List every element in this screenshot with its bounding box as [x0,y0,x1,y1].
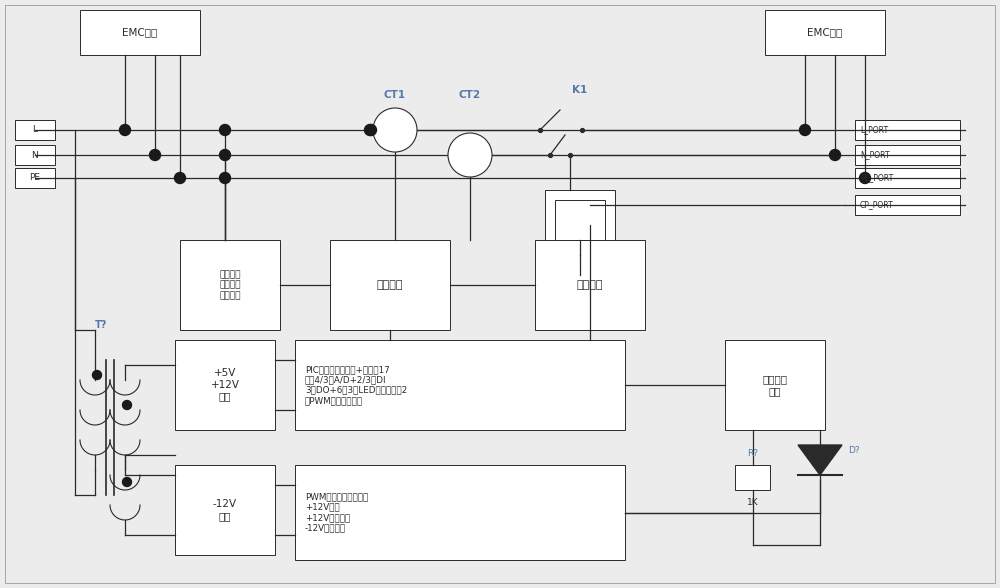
Bar [855,145,960,165]
Circle shape [364,125,376,135]
Circle shape [830,149,840,161]
Circle shape [448,133,492,177]
Text: PE: PE [30,173,40,182]
Bar [15,120,55,140]
Text: T?: T? [95,320,107,330]
Circle shape [150,149,160,161]
Circle shape [365,125,376,135]
Bar [545,190,615,255]
Text: PIC控制单元（输入+输出共17
路）4/3路A/D+2/3路DI
3路DO+6路3个LED双色灯控制2
路PWM脉冲输出控制: PIC控制单元（输入+输出共17 路）4/3路A/D+2/3路DI 3路DO+6… [305,365,407,405]
Circle shape [120,125,130,135]
Bar [175,465,275,555]
Circle shape [373,108,417,152]
Text: L_PORT: L_PORT [860,125,888,135]
Bar [180,240,280,330]
Circle shape [860,172,870,183]
Circle shape [122,477,132,486]
Text: +5V
+12V
电源: +5V +12V 电源 [210,369,240,402]
Circle shape [92,370,102,379]
Text: EMC防护: EMC防护 [807,28,843,38]
Bar [735,465,770,490]
Text: K1: K1 [572,85,588,95]
Polygon shape [798,445,842,475]
Text: 1K: 1K [747,497,758,506]
Text: EMC防护: EMC防护 [122,28,158,38]
Text: CT2: CT2 [459,90,481,100]
Text: -12V
电源: -12V 电源 [213,499,237,521]
Text: PWM防抱死区控制电路
+12V电平
+12V脉冲形成
-12V脉冲形成: PWM防抱死区控制电路 +12V电平 +12V脉冲形成 -12V脉冲形成 [305,492,368,533]
Circle shape [800,125,810,135]
Text: D?: D? [848,446,860,455]
Bar [330,240,450,330]
Text: L: L [32,125,38,135]
Text: CP_PORT: CP_PORT [860,201,894,209]
Text: 功率驱动: 功率驱动 [577,280,603,290]
Text: 接地检测
火零错相
漏电自检: 接地检测 火零错相 漏电自检 [219,270,241,300]
Circle shape [220,149,230,161]
Bar [80,10,200,55]
Bar [295,465,625,560]
Text: N_PORT: N_PORT [860,151,890,159]
Bar [175,340,275,430]
Text: PE_PORT: PE_PORT [860,173,893,182]
Bar [855,195,960,215]
Bar [555,200,605,240]
Bar [725,340,825,430]
Bar [295,340,625,430]
Text: N: N [32,151,38,159]
Bar [535,240,645,330]
Text: CT1: CT1 [384,90,406,100]
Text: 信号调理: 信号调理 [377,280,403,290]
Circle shape [175,172,186,183]
Circle shape [220,125,230,135]
Circle shape [122,400,132,409]
Bar [15,145,55,165]
Bar [855,168,960,188]
Bar [855,120,960,140]
Text: R?: R? [747,449,758,457]
Circle shape [220,172,230,183]
Text: 采样电平
变换: 采样电平 变换 [763,374,788,396]
Bar [765,10,885,55]
Bar [15,168,55,188]
